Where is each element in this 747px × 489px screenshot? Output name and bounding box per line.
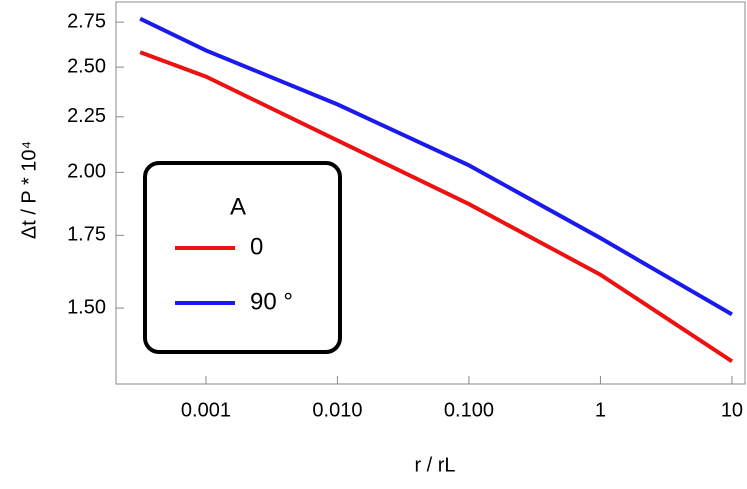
y-tick-label: 1.75	[67, 224, 106, 246]
x-tick-label: 0.010	[312, 399, 362, 421]
y-tick-label: 2.25	[67, 105, 106, 127]
x-axis-label: r / rL	[414, 454, 455, 476]
x-tick-label: 0.100	[444, 399, 494, 421]
plot-frame	[115, 1, 746, 385]
data-line	[139, 16, 733, 317]
data-line	[139, 50, 734, 363]
x-tick-label: 1	[595, 399, 606, 421]
x-tick-label: 0.001	[181, 399, 231, 421]
y-tick-label: 1.50	[67, 296, 106, 318]
legend-label: 90 °	[250, 288, 293, 315]
y-tick-label: 2.50	[67, 55, 106, 77]
legend-title: A	[230, 193, 246, 220]
legend-label: 0	[250, 233, 263, 260]
x-tick-label: 10	[721, 399, 743, 421]
y-tick-label: 2.00	[67, 161, 106, 183]
y-tick-label: 2.75	[67, 10, 106, 32]
legend-box	[143, 161, 342, 354]
y-axis-label: Δt / P * 10⁴	[18, 141, 40, 239]
